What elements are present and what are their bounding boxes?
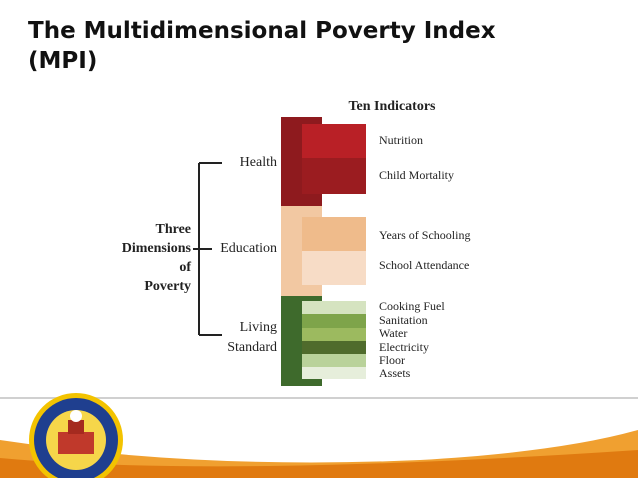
indicator-box bbox=[302, 217, 366, 251]
indicator-label: Child Mortality bbox=[379, 168, 454, 182]
bracket bbox=[193, 162, 222, 336]
indicator-box bbox=[302, 354, 366, 367]
indicator-label: School Attendance bbox=[379, 258, 469, 272]
footer-swoosh bbox=[0, 450, 638, 478]
root-label: Dimensions bbox=[122, 241, 192, 256]
heading: Ten Indicators bbox=[348, 99, 436, 114]
indicator-box bbox=[302, 314, 366, 328]
indicator-box bbox=[302, 301, 366, 314]
indicator-label: Water bbox=[379, 326, 407, 340]
indicator-label: Floor bbox=[379, 353, 405, 367]
root-label: Poverty bbox=[144, 279, 191, 294]
indicator-box bbox=[302, 251, 366, 285]
logo bbox=[29, 393, 123, 478]
root-label: Three bbox=[155, 222, 191, 237]
indicator-label: Years of Schooling bbox=[379, 228, 470, 242]
indicator-box bbox=[302, 328, 366, 341]
indicator-label: Nutrition bbox=[379, 133, 423, 147]
indicator-label: Cooking Fuel bbox=[379, 299, 445, 313]
slide-title: The Multidimensional Poverty Index (MPI) bbox=[28, 18, 496, 74]
indicator-box bbox=[302, 124, 366, 158]
indicator-label: Sanitation bbox=[379, 313, 428, 327]
dimension-label: Education bbox=[220, 241, 277, 256]
dimension-label: Standard bbox=[227, 340, 277, 355]
root-label: of bbox=[179, 260, 191, 275]
dimension-label: Living bbox=[240, 320, 277, 335]
dimension-label: Health bbox=[240, 155, 277, 170]
indicator-label: Electricity bbox=[379, 340, 429, 354]
indicator-box bbox=[302, 158, 366, 194]
indicator-label: Assets bbox=[379, 366, 411, 380]
indicator-box bbox=[302, 341, 366, 354]
indicator-box bbox=[302, 367, 366, 379]
